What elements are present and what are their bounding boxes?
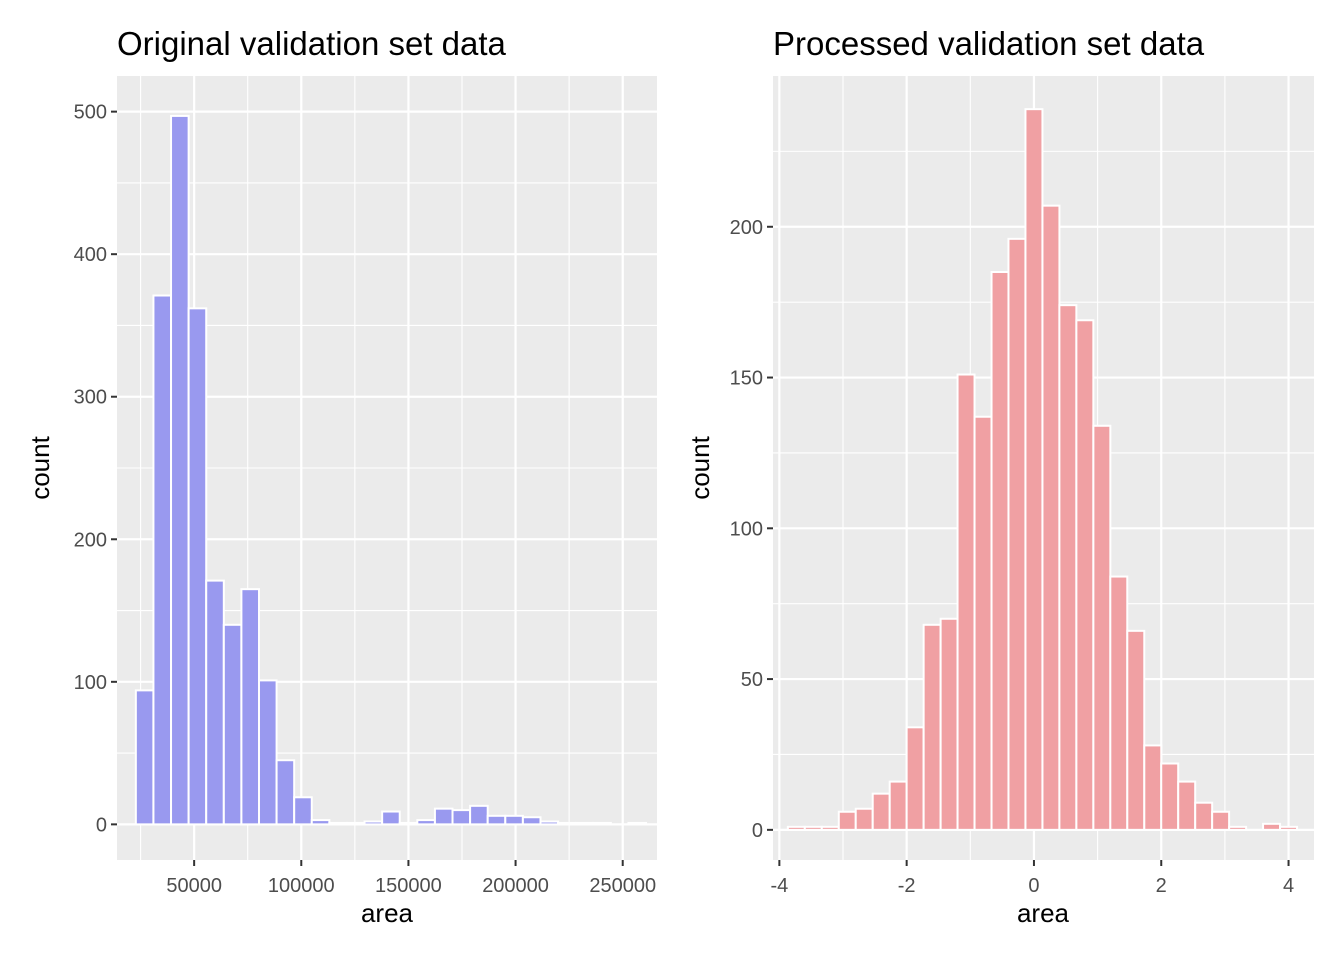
y-tick-label: 200 xyxy=(74,529,107,551)
histogram-bar xyxy=(1092,424,1112,831)
x-axis-title: area xyxy=(361,898,414,928)
y-tick-label: 200 xyxy=(730,217,763,239)
histogram-bar xyxy=(539,820,560,826)
histogram-bar xyxy=(293,796,313,826)
histogram-bar xyxy=(1024,108,1044,831)
histogram-bar xyxy=(939,617,959,831)
y-axis-ticks: 0 100 200 300 400 500 xyxy=(74,102,117,836)
histogram-bar xyxy=(1109,575,1129,831)
y-tick-label: 100 xyxy=(730,518,763,540)
x-tick-label: 100000 xyxy=(268,875,335,897)
histogram-bar xyxy=(187,307,208,826)
histogram-bar xyxy=(922,623,942,831)
histogram-bar xyxy=(803,825,823,831)
histogram-bar xyxy=(152,294,173,826)
x-tick-label: 4 xyxy=(1283,875,1294,897)
histogram-bar xyxy=(1126,629,1146,831)
chart-title: Original validation set data xyxy=(117,25,507,62)
histogram-bar xyxy=(521,816,542,826)
histogram-bar xyxy=(1228,825,1248,831)
histogram-bar xyxy=(170,114,190,826)
histogram-bar xyxy=(310,819,331,826)
histogram-bar xyxy=(1194,801,1214,831)
histogram-bar xyxy=(381,810,401,826)
x-tick-label: 200000 xyxy=(482,875,549,897)
y-tick-label: 500 xyxy=(74,102,107,124)
histogram-bar xyxy=(275,759,296,826)
y-axis-ticks: 0 50 100 150 200 xyxy=(730,217,773,842)
histogram-bar xyxy=(469,804,489,826)
x-tick-label: 250000 xyxy=(589,875,656,897)
x-tick-label: 2 xyxy=(1156,875,1167,897)
histogram-bar xyxy=(433,807,454,826)
histogram-bar xyxy=(257,679,278,826)
chart-title: Processed validation set data xyxy=(773,25,1205,62)
histogram-bar xyxy=(416,819,436,826)
histogram-bar xyxy=(1177,780,1197,831)
histogram-bar xyxy=(837,810,857,831)
x-tick-label: 0 xyxy=(1028,875,1039,897)
histogram-bar xyxy=(990,271,1010,831)
histogram-bar xyxy=(592,821,612,826)
histogram-bar xyxy=(905,726,925,831)
x-axis-ticks: 50000 100000 150000 200000 250000 xyxy=(166,860,656,897)
histogram-bar xyxy=(854,807,874,831)
histogram-bar xyxy=(871,792,891,831)
histogram-bars xyxy=(134,114,648,826)
histogram-bar xyxy=(222,623,243,826)
histogram-bar xyxy=(1075,319,1095,831)
histogram-bars xyxy=(786,108,1299,831)
histogram-bar xyxy=(1160,762,1180,831)
histogram-bar xyxy=(956,373,976,831)
histogram-bar xyxy=(627,821,648,826)
histogram-bar xyxy=(240,588,260,826)
y-axis-title: count xyxy=(685,435,715,499)
histogram-bar xyxy=(1262,822,1282,831)
x-tick-label: 50000 xyxy=(166,875,222,897)
histogram-bar xyxy=(888,780,908,831)
y-tick-label: 300 xyxy=(74,387,107,409)
y-tick-label: 150 xyxy=(730,368,763,390)
histogram-bar xyxy=(134,689,155,826)
y-tick-label: 400 xyxy=(74,244,107,266)
y-tick-label: 50 xyxy=(741,669,763,691)
histogram-bar xyxy=(1211,810,1231,831)
histogram-bar xyxy=(345,821,366,826)
histogram-bar xyxy=(1058,304,1078,831)
y-tick-label: 0 xyxy=(752,820,763,842)
histogram-bar xyxy=(1143,744,1163,831)
histogram-bar xyxy=(398,821,419,826)
histogram-bar xyxy=(574,821,595,826)
x-tick-label: -2 xyxy=(898,875,916,897)
x-axis-ticks: -4 -2 0 2 4 xyxy=(770,860,1294,897)
histogram-bar xyxy=(820,825,840,831)
histogram-bar xyxy=(451,809,472,826)
y-tick-label: 100 xyxy=(74,672,107,694)
histogram-bar xyxy=(205,579,225,826)
histogram-bar xyxy=(1279,825,1299,831)
x-tick-label: -4 xyxy=(770,875,788,897)
histogram-bar xyxy=(504,814,524,826)
histogram-bar xyxy=(973,415,993,831)
histogram-bar xyxy=(1041,204,1061,831)
original-validation-histogram: Original validation set data 0 100 200 300 4… xyxy=(25,25,657,928)
x-tick-label: 150000 xyxy=(375,875,442,897)
histogram-bar xyxy=(786,825,806,831)
histogram-bar xyxy=(363,820,384,826)
x-axis-title: area xyxy=(1017,898,1070,928)
histogram-bar xyxy=(1007,237,1027,831)
y-tick-label: 0 xyxy=(96,814,107,836)
y-axis-title: count xyxy=(25,435,55,499)
histogram-bar xyxy=(328,821,348,826)
processed-validation-histogram: Processed validation set data 0 50 100 150 2… xyxy=(685,25,1314,928)
histogram-bar xyxy=(486,814,507,826)
histogram-bar xyxy=(557,821,577,826)
